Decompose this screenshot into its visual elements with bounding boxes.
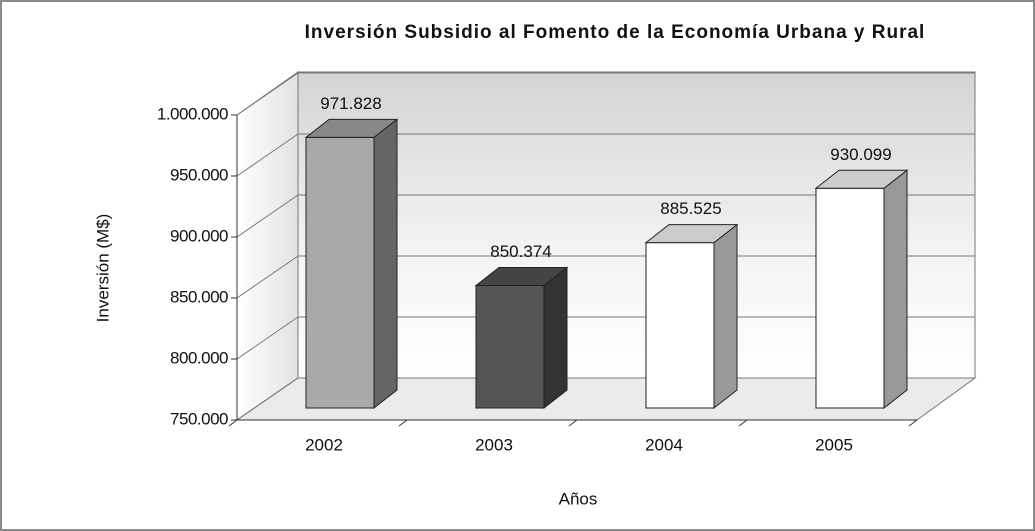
x-tick bbox=[738, 419, 748, 427]
grid-line bbox=[236, 316, 299, 360]
bar bbox=[475, 285, 545, 409]
x-tick bbox=[398, 419, 408, 427]
y-tick-label: 950.000 bbox=[170, 165, 228, 184]
x-tick-label: 2005 bbox=[815, 435, 853, 454]
bar-side bbox=[883, 169, 908, 410]
y-tick-label: 900.000 bbox=[170, 226, 228, 245]
x-tick-label: 2002 bbox=[305, 435, 343, 454]
x-tick-label: 2003 bbox=[475, 435, 513, 454]
y-tick-label: 1.000.000 bbox=[157, 104, 228, 123]
value-label: 885.525 bbox=[660, 199, 721, 218]
grid-line bbox=[236, 194, 299, 238]
bar bbox=[815, 187, 885, 409]
bar bbox=[305, 136, 375, 409]
value-label: 850.374 bbox=[490, 242, 551, 261]
chart-title: Inversión Subsidio al Fomento de la Econ… bbox=[305, 22, 926, 43]
y-tick-label: 750.000 bbox=[170, 409, 228, 428]
grid-line bbox=[236, 377, 299, 421]
bar-top bbox=[644, 224, 739, 244]
value-label: 930.099 bbox=[830, 145, 891, 164]
x-axis-label: Años bbox=[559, 489, 598, 508]
grid-line bbox=[236, 72, 299, 116]
bar-side bbox=[373, 118, 398, 410]
x-tick bbox=[228, 419, 238, 427]
y-tick-label: 850.000 bbox=[170, 287, 228, 306]
x-tick bbox=[908, 419, 918, 427]
bar bbox=[645, 242, 715, 409]
side-wall bbox=[236, 71, 299, 421]
bar-top bbox=[474, 267, 569, 287]
bar-top bbox=[814, 169, 909, 189]
x-tick-label: 2004 bbox=[645, 435, 683, 454]
grid-line bbox=[236, 255, 299, 299]
y-axis-label: Inversión (M$) bbox=[93, 214, 112, 323]
bar-side bbox=[713, 223, 738, 410]
bar-top bbox=[304, 118, 399, 138]
value-label: 971.828 bbox=[320, 94, 381, 113]
x-tick bbox=[568, 419, 578, 427]
bar-side bbox=[543, 266, 568, 410]
y-tick-label: 800.000 bbox=[170, 348, 228, 367]
grid-line bbox=[236, 133, 299, 177]
